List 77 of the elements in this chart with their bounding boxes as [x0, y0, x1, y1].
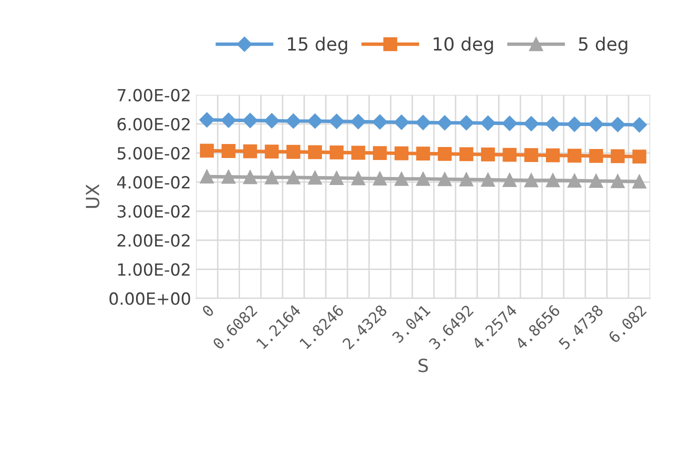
point	[264, 170, 279, 184]
legend-label: 10 deg	[434, 36, 493, 54]
point	[632, 117, 647, 132]
point	[372, 146, 387, 160]
point	[566, 116, 582, 132]
point	[502, 116, 518, 131]
point	[350, 114, 366, 130]
point	[308, 170, 322, 185]
y-tick-label: 4.00E-02	[117, 176, 190, 189]
point	[459, 172, 474, 186]
point	[330, 171, 344, 185]
point	[286, 114, 301, 129]
point	[568, 148, 582, 163]
y-tick-label: 6.00E-02	[118, 118, 190, 131]
point	[481, 172, 495, 187]
point	[220, 112, 236, 128]
point	[502, 148, 517, 162]
legend-label: 5 deg	[578, 36, 628, 54]
point	[199, 112, 214, 128]
point	[243, 170, 258, 184]
point	[438, 146, 452, 161]
point	[416, 172, 430, 186]
y-tick-label: 1.00E-02	[118, 263, 190, 276]
point	[524, 116, 539, 132]
point	[480, 116, 496, 131]
point	[200, 170, 214, 184]
point	[437, 115, 452, 130]
point	[524, 148, 538, 162]
x-tick-label: 0	[201, 304, 215, 318]
point	[524, 173, 538, 188]
point	[242, 112, 258, 128]
point	[438, 172, 452, 186]
y-tick-label: 5.00E-02	[118, 146, 190, 160]
point	[394, 114, 410, 130]
point	[589, 174, 604, 188]
point	[481, 148, 495, 162]
point	[610, 116, 626, 132]
point	[264, 113, 280, 128]
point	[502, 173, 517, 187]
y-tick-label: 0.00E+00	[110, 292, 190, 305]
point	[243, 144, 258, 158]
point	[610, 174, 625, 188]
point	[546, 148, 560, 162]
point	[589, 148, 604, 163]
point	[459, 147, 474, 162]
point	[351, 146, 366, 160]
point	[545, 116, 560, 132]
x-axis-title: S	[418, 358, 428, 372]
point	[632, 174, 646, 188]
point	[372, 172, 387, 186]
point	[351, 171, 366, 186]
point	[222, 170, 236, 184]
point	[394, 172, 408, 186]
point	[416, 114, 431, 130]
point	[307, 114, 323, 129]
point	[286, 170, 300, 184]
y-tick-label: 3.00E-02	[118, 205, 190, 218]
point	[286, 144, 300, 159]
point	[588, 116, 604, 132]
point	[329, 114, 344, 129]
point	[264, 144, 279, 159]
legend-label: 15 deg	[288, 36, 348, 54]
point	[416, 146, 430, 161]
point	[372, 114, 388, 130]
point	[458, 115, 474, 130]
point	[222, 144, 236, 158]
y-axis-title: UX	[86, 184, 100, 208]
y-tick-label: 7.00E-02	[118, 88, 190, 102]
point	[394, 146, 408, 160]
point	[568, 174, 582, 188]
point	[308, 145, 322, 160]
y-tick-label: 2.00E-02	[118, 234, 190, 247]
point	[632, 150, 646, 164]
point	[200, 144, 214, 158]
point	[546, 173, 560, 188]
point	[330, 146, 344, 160]
point	[610, 149, 625, 164]
